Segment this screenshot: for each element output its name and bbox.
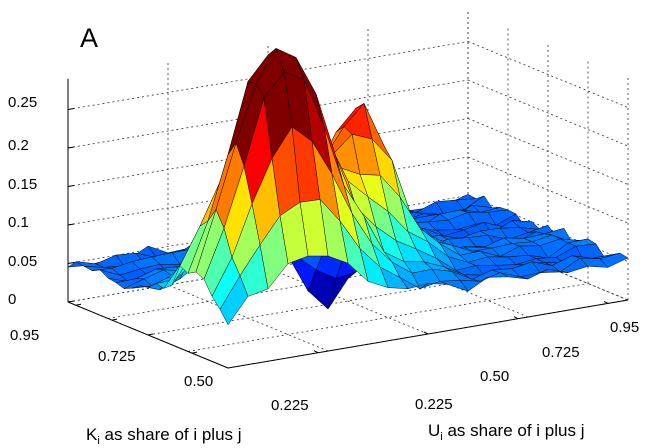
- axes: [67, 78, 629, 369]
- y-tick-mark: [603, 300, 609, 304]
- z-tick-mark: [67, 146, 75, 149]
- y-tick-label: 0.95: [610, 319, 639, 336]
- x-tick-label: 0.50: [184, 373, 213, 390]
- z-tick-label: 0.2: [8, 137, 29, 154]
- y-axis-label: Ui as share of i plus j: [428, 421, 584, 443]
- x-tick-label: 0.95: [10, 327, 39, 344]
- y-tick-label: 0.50: [480, 368, 509, 385]
- x-tick-mark: [111, 318, 118, 321]
- z-tick-mark: [67, 262, 75, 264]
- grid-line: [267, 267, 429, 335]
- surface-mesh: [67, 48, 629, 326]
- y-tick-label: 0.725: [542, 344, 580, 361]
- surface-facet: [219, 275, 249, 326]
- x-tick-label: 0.225: [271, 397, 309, 414]
- z-tick-mark: [67, 185, 75, 187]
- panel-label: A: [80, 23, 98, 53]
- x-tick-label: 0.725: [98, 348, 136, 365]
- z-tick-label: 0.1: [8, 214, 29, 231]
- x-tick-mark: [191, 351, 198, 354]
- y-tick-mark: [313, 350, 319, 354]
- z-tick-label: 0.05: [8, 253, 37, 270]
- y-tick-labels: 0.225 0.50 0.725 0.95: [415, 319, 639, 413]
- z-tick-mark: [67, 108, 75, 110]
- y-tick-mark: [513, 316, 519, 320]
- z-tick-mark: [67, 223, 75, 226]
- y-tick-mark: [423, 331, 429, 335]
- z-tick-labels: 0 0.05 0.1 0.15 0.2 0.25: [8, 94, 37, 308]
- x-tick-labels: 0.95 0.725 0.50 0.225: [10, 327, 309, 414]
- z-tick-label: 0.15: [8, 176, 37, 193]
- z-tick-mark: [67, 300, 75, 303]
- z-tick-label: 0.25: [8, 94, 37, 111]
- grid-line: [467, 41, 629, 108]
- grid-line: [467, 79, 629, 147]
- x-axis-label: Ki as share of i plus j: [86, 425, 242, 447]
- z-tick-label: 0: [8, 291, 16, 308]
- x-tick-mark: [147, 333, 154, 336]
- y-tick-label: 0.225: [415, 396, 453, 413]
- x-tick-mark: [75, 303, 82, 306]
